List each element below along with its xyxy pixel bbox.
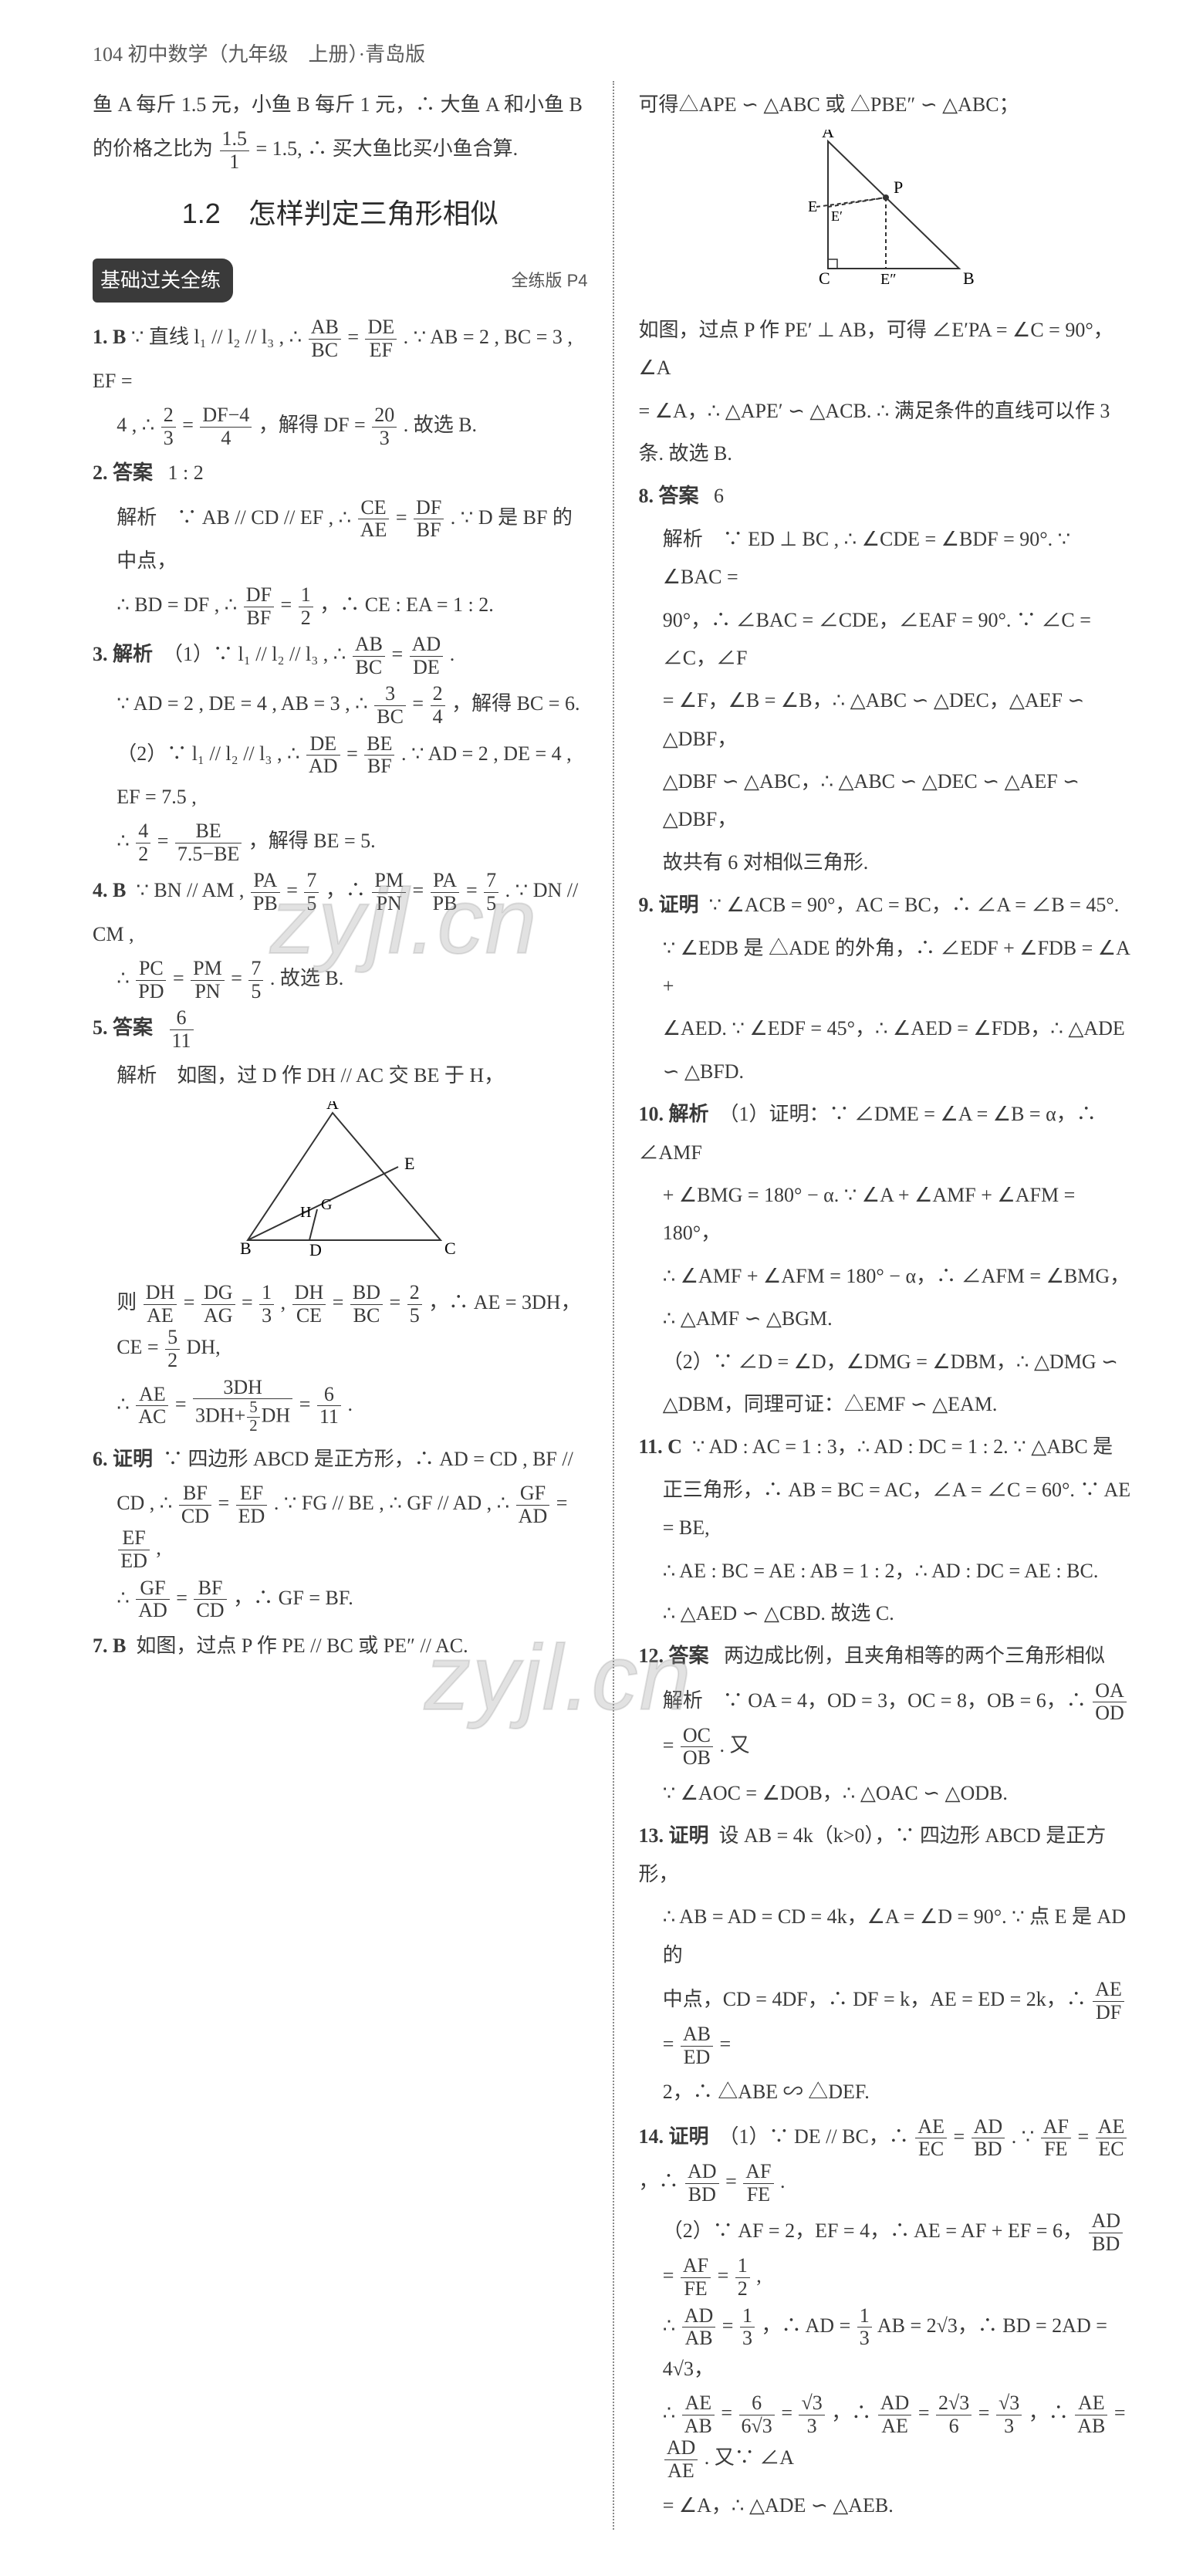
q2: 2. 答案 1 : 2	[93, 454, 588, 492]
q6-l2: CD , ∴ BFCD = EFED . ∵ FG // BE , ∴ GF /…	[93, 1482, 588, 1572]
column-divider	[613, 81, 614, 2530]
q4: 4. B ∵ BN // AM , PAPB = 75 ，∴ PMPN = PA…	[93, 870, 588, 953]
q3-p3: （2）∵ l₁ // l₂ // l₃ , ∴ DEAD = BEBF . ∵ …	[93, 733, 588, 816]
svg-text:H: H	[300, 1204, 311, 1221]
q1-label: 1. B	[93, 326, 126, 348]
q8: 8. 答案 6	[639, 477, 1134, 515]
q13: 13. 证明 设 AB = 4k（k>0），∵ 四边形 ABCD 是正方形，	[639, 1817, 1134, 1893]
r-after3: 条. 故选 B.	[639, 434, 1134, 472]
q5-l2: 则 DHAE = DGAG = 13 , DHCE = BDBC = 25 ，∴…	[93, 1282, 588, 1371]
q5-l1: 解析 如图，过 D 作 DH // AC 交 BE 于 H，	[93, 1056, 588, 1094]
svg-text:G: G	[321, 1196, 332, 1213]
intro-l2a: 的价格之比为	[93, 137, 213, 160]
intro-line2: 的价格之比为 1.51 = 1.5, ∴ 买大鱼比买小鱼合算.	[93, 128, 588, 173]
q5: 5. 答案 611	[93, 1007, 588, 1052]
right-column: 可得△APE ∽ △ABC 或 △PBE″ ∽ △ABC； A C B E E′…	[617, 81, 1134, 2530]
figure-triangle-right: A C B E E′ E″ P	[639, 130, 1134, 304]
q10: 10. 解析 （1）证明：∵ ∠DME = ∠A = ∠B = α，∴ ∠AMF	[639, 1095, 1134, 1171]
q6: 6. 证明 ∵ 四边形 ABCD 是正方形，∴ AD = CD , BF //	[93, 1440, 588, 1478]
r-after1: 如图，过点 P 作 PE′ ⊥ AB，可得 ∠E′PA = ∠C = 90°，∠…	[639, 311, 1134, 387]
svg-text:A: A	[822, 130, 834, 141]
intro-frac: 1.51	[218, 128, 252, 173]
intro-line1: 鱼 A 每斤 1.5 元，小鱼 B 每斤 1 元，∴ 大鱼 A 和小鱼 B	[93, 86, 588, 123]
svg-text:E″: E″	[880, 271, 897, 288]
q1: 1. B ∵ 直线 l₁ // l₂ // l₃ , ∴ ABBC = DEEF…	[93, 316, 588, 400]
svg-text:B: B	[240, 1239, 252, 1258]
svg-text:E: E	[404, 1154, 414, 1173]
q12-l1: 解析 ∵ OA = 4，OD = 3，OC = 8，OB = 6，∴ OAOD …	[639, 1680, 1134, 1770]
figure-triangle-left: A B C D E H G	[93, 1101, 588, 1276]
page-header: 104 初中数学（九年级 上册）·青岛版	[93, 39, 1134, 67]
svg-text:B: B	[963, 269, 975, 288]
q3-p4: ∴ 42 = BE7.5−BE ，解得 BE = 5.	[93, 820, 588, 865]
svg-text:E′: E′	[831, 208, 843, 224]
q2-l1: 解析 ∵ AB // CD // EF , ∴ CEAE = DFBF . ∵ …	[93, 497, 588, 580]
triangle-left-svg: A B C D E H G	[217, 1101, 464, 1263]
q13-l3: 中点，CD = 4DF，∴ DF = k，AE = ED = 2k，∴ AEDF…	[639, 1979, 1134, 2068]
q11: 11. C ∵ AD : AC = 1 : 3，∴ AD : DC = 1 : …	[639, 1428, 1134, 1465]
badge-row: 基础过关全练 全练版 P4	[93, 259, 588, 303]
badge-right: 全练版 P4	[511, 265, 587, 297]
q1-l1a: ∵ 直线 l₁ // l₂ // l₃ , ∴	[131, 326, 302, 348]
q3-p2: ∵ AD = 2 , DE = 4 , AB = 3 , ∴ 3BC = 24 …	[93, 683, 588, 728]
q3: 3. 解析 （1）∵ l₁ // l₂ // l₃ , ∴ ABBC = ADD…	[93, 634, 588, 678]
section-title: 1.2 怎样判定三角形相似	[93, 188, 588, 240]
left-column: 鱼 A 每斤 1.5 元，小鱼 B 每斤 1 元，∴ 大鱼 A 和小鱼 B 的价…	[93, 81, 610, 2530]
q14: 14. 证明 （1）∵ DE // BC，∴ AEEC = ADBD . ∵ A…	[639, 2116, 1134, 2206]
q4-l2: ∴ PCPD = PMPN = 75 . 故选 B.	[93, 958, 588, 1002]
practice-badge: 基础过关全练	[93, 259, 233, 303]
q14-l3: ∴ ADAB = 13 ，∴ AD = 13 AB = 2√3，∴ BD = 2…	[639, 2305, 1134, 2388]
r-top: 可得△APE ∽ △ABC 或 △PBE″ ∽ △ABC；	[639, 86, 1134, 123]
r-after2: = ∠A，∴ △APE′ ∽ △ACB. ∴ 满足条件的直线可以作 3	[639, 392, 1134, 430]
q12: 12. 答案 两边成比例，且夹角相等的两个三角形相似	[639, 1637, 1134, 1675]
q9: 9. 证明 ∵ ∠ACB = 90°，AC = BC，∴ ∠A = ∠B = 4…	[639, 886, 1134, 924]
page: 104 初中数学（九年级 上册）·青岛版 鱼 A 每斤 1.5 元，小鱼 B 每…	[0, 0, 1203, 2576]
svg-text:P: P	[894, 177, 903, 197]
q14-l4: ∴ AEAB = 66√3 = √33 ，∴ ADAE = 2√36 = √33…	[639, 2392, 1134, 2482]
q2-l2: ∴ BD = DF , ∴ DFBF = 12 ，∴ CE : EA = 1 :…	[93, 584, 588, 629]
svg-text:C: C	[444, 1239, 456, 1258]
svg-text:E: E	[808, 198, 817, 215]
svg-text:C: C	[819, 269, 830, 288]
q6-l3: ∴ GFAD = BFCD ，∴ GF = BF.	[93, 1577, 588, 1622]
triangle-right-svg: A C B E E′ E″ P	[797, 130, 975, 292]
q1-l2: 4 , ∴ 23 = DF−44 ，解得 DF = 203 . 故选 B.	[93, 404, 588, 449]
q7: 7. B 如图，过点 P 作 PE // BC 或 PE″ // AC.	[93, 1627, 588, 1665]
svg-text:A: A	[326, 1101, 339, 1113]
intro-l2b: = 1.5, ∴ 买大鱼比买小鱼合算.	[256, 137, 519, 160]
svg-text:D: D	[309, 1240, 322, 1259]
columns: 鱼 A 每斤 1.5 元，小鱼 B 每斤 1 元，∴ 大鱼 A 和小鱼 B 的价…	[93, 81, 1134, 2530]
q5-l3: ∴ AEAC = 3DH 3DH+52DH = 611 .	[93, 1377, 588, 1435]
q14-l2: （2）∵ AF = 2，EF = 4，∴ AE = AF + EF = 6， A…	[639, 2210, 1134, 2300]
